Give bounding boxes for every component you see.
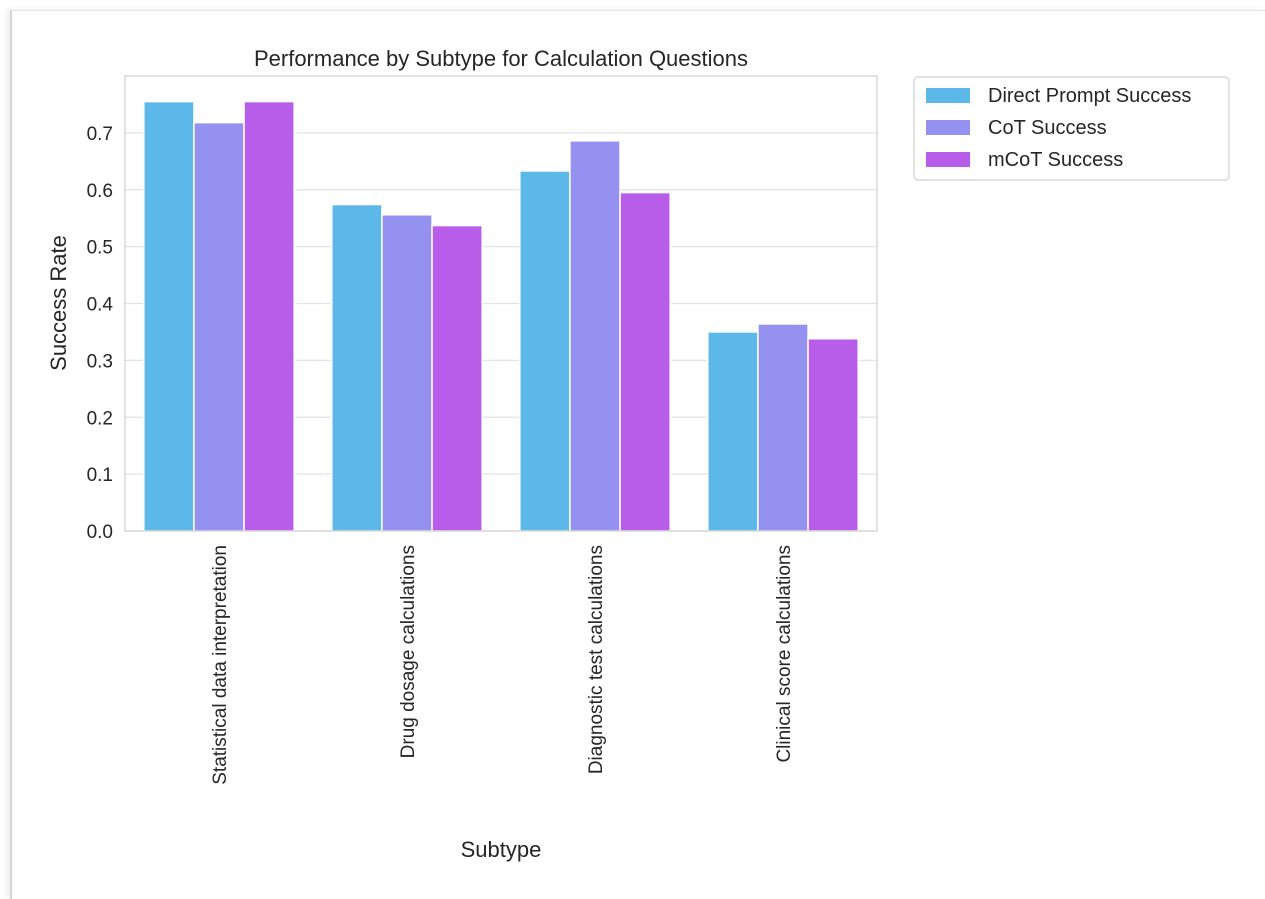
legend-swatch bbox=[926, 152, 970, 167]
x-axis-label: Subtype bbox=[461, 837, 542, 862]
bar bbox=[707, 331, 759, 532]
legend-label: CoT Success bbox=[988, 117, 1107, 139]
y-tick-label: 0.7 bbox=[87, 124, 113, 145]
legend: Direct Prompt Success CoT Success mCoT Suc… bbox=[913, 76, 1230, 181]
y-tick-label: 0.1 bbox=[87, 465, 113, 486]
bar bbox=[331, 203, 383, 532]
chart-title: Performance by Subtype for Calculation Q… bbox=[254, 46, 748, 71]
y-tick-label: 0.6 bbox=[87, 181, 113, 202]
x-tick-label: Statistical data interpretation bbox=[210, 545, 231, 785]
bars bbox=[143, 100, 859, 532]
bar bbox=[519, 170, 571, 532]
y-tick-label: 0.5 bbox=[87, 238, 113, 259]
x-tick-label: Diagnostic test calculations bbox=[586, 545, 607, 774]
y-tick-labels: 0.0 0.1 0.2 0.3 0.4 0.5 0.6 0.7 bbox=[87, 124, 114, 543]
y-tick-label: 0.0 bbox=[87, 522, 113, 543]
bar bbox=[619, 191, 671, 532]
legend-swatch bbox=[926, 88, 970, 103]
plot-area-border bbox=[124, 75, 878, 532]
y-axis-label: Success Rate bbox=[46, 235, 71, 371]
y-tick-label: 0.3 bbox=[87, 351, 113, 372]
bar bbox=[569, 140, 621, 532]
bar bbox=[243, 100, 295, 532]
bar bbox=[807, 338, 859, 532]
x-tick-label: Clinical score calculations bbox=[774, 545, 795, 763]
bar bbox=[431, 224, 483, 532]
legend-label: Direct Prompt Success bbox=[988, 85, 1191, 107]
y-tick-label: 0.4 bbox=[87, 295, 114, 316]
bar bbox=[381, 214, 433, 532]
legend-label: mCoT Success bbox=[988, 149, 1123, 171]
y-tick-label: 0.2 bbox=[87, 408, 113, 429]
bar bbox=[757, 323, 809, 532]
bar bbox=[193, 121, 245, 532]
x-tick-labels: Statistical data interpretation Drug dosa… bbox=[210, 545, 795, 785]
bar bbox=[143, 100, 195, 532]
legend-swatch bbox=[926, 120, 970, 135]
x-tick-label: Drug dosage calculations bbox=[398, 545, 419, 758]
legend-box bbox=[913, 76, 1230, 181]
